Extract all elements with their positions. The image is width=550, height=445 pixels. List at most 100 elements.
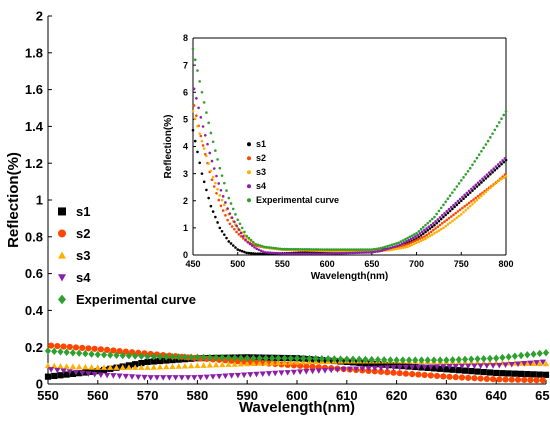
inset-data-point	[288, 252, 292, 255]
inset-data-point	[410, 243, 414, 247]
main-data-point	[240, 358, 248, 365]
main-data-point	[443, 366, 450, 373]
inset-data-point	[433, 215, 436, 219]
inset-data-point	[377, 247, 380, 250]
main-data-point	[443, 356, 450, 364]
inset-data-point	[235, 224, 238, 228]
main-data-point	[530, 371, 537, 378]
inset-data-point	[307, 248, 311, 251]
main-data-point	[346, 366, 354, 373]
main-data-point	[530, 360, 537, 367]
inset-data-point	[402, 241, 406, 244]
main-data-point	[508, 376, 515, 383]
main-data-point	[374, 361, 382, 368]
inset-data-point	[324, 252, 328, 255]
inset-x-tick-label: 650	[364, 259, 379, 269]
inset-data-point	[246, 240, 250, 244]
main-data-point	[278, 370, 285, 377]
main-data-point	[94, 364, 101, 370]
inset-data-point	[362, 251, 366, 254]
main-data-point	[390, 369, 397, 376]
inset-data-point	[358, 251, 361, 254]
main-data-point	[253, 371, 260, 378]
main-data-point	[88, 364, 95, 370]
inset-data-point	[252, 240, 255, 244]
main-data-point	[452, 363, 459, 370]
inset-data-point	[462, 176, 465, 179]
inset-data-point	[453, 218, 456, 221]
main-data-point	[421, 364, 428, 371]
inset-data-point	[456, 199, 460, 203]
inset-data-point	[195, 97, 198, 100]
inset-data-point	[445, 209, 449, 213]
inset-data-point	[192, 87, 196, 91]
inset-data-point	[478, 179, 482, 183]
inset-data-point	[397, 241, 400, 245]
inset-data-point	[406, 245, 409, 249]
inset-data-point	[306, 252, 310, 255]
main-data-point	[471, 363, 478, 370]
main-y-tick-label: 2	[36, 9, 43, 24]
main-data-point	[480, 354, 487, 363]
main-data-point	[399, 356, 406, 364]
inset-data-point	[216, 158, 219, 161]
main-data-point	[259, 371, 266, 378]
inset-data-point	[351, 251, 355, 255]
inset-data-point	[206, 142, 209, 146]
inset-data-point	[214, 149, 217, 152]
inset-data-point	[212, 167, 216, 170]
inset-data-point	[489, 186, 492, 190]
main-data-point	[465, 363, 472, 370]
inset-data-point	[265, 245, 269, 249]
inset-data-point	[233, 227, 236, 231]
main-data-point	[200, 353, 207, 362]
main-data-point	[530, 350, 537, 358]
main-y-tick-label: 1.6	[25, 82, 43, 97]
main-y-tick-label: 1	[36, 193, 43, 208]
main-y-tick-label: 0.8	[25, 229, 43, 244]
main-data-point	[415, 364, 422, 371]
inset-data-point	[504, 109, 508, 113]
main-data-point	[262, 354, 269, 362]
inset-data-point	[353, 251, 357, 255]
inset-data-point	[474, 196, 478, 200]
inset-data-point	[394, 245, 397, 248]
inset-data-point	[452, 203, 455, 207]
main-data-point	[188, 362, 195, 369]
inset-data-point	[299, 247, 302, 251]
inset-x-tick-label: 550	[275, 259, 290, 269]
main-data-point	[169, 363, 176, 369]
inset-data-point	[470, 187, 473, 191]
main-data-point	[116, 373, 123, 380]
inset-data-point	[311, 252, 314, 255]
inset-data-point	[442, 226, 445, 230]
inset-data-point	[219, 188, 223, 192]
inset-data-point	[475, 198, 479, 202]
main-data-point	[144, 352, 151, 361]
main-data-point	[138, 359, 145, 367]
inset-data-point	[277, 252, 281, 255]
inset-data-point	[196, 69, 199, 72]
inset-data-point	[492, 167, 496, 170]
main-data-point	[384, 365, 391, 371]
main-data-point	[76, 349, 83, 357]
main-data-point	[293, 354, 301, 362]
inset-data-point	[397, 247, 400, 250]
main-data-point	[349, 355, 357, 363]
main-data-point	[337, 355, 344, 363]
inset-data-point	[300, 252, 303, 255]
inset-data-point	[417, 229, 421, 233]
inset-data-point	[227, 240, 231, 243]
inset-data-point	[198, 132, 202, 135]
main-data-point	[359, 366, 366, 372]
main-data-point	[69, 363, 76, 369]
inset-data-point	[389, 246, 393, 250]
main-data-point	[393, 356, 400, 364]
inset-data-point	[438, 216, 442, 219]
inset-data-point	[250, 244, 254, 247]
main-data-point	[418, 356, 425, 364]
inset-legend-marker	[247, 170, 251, 175]
main-data-point	[60, 368, 67, 375]
inset-data-point	[228, 212, 232, 215]
main-data-point	[437, 356, 444, 364]
